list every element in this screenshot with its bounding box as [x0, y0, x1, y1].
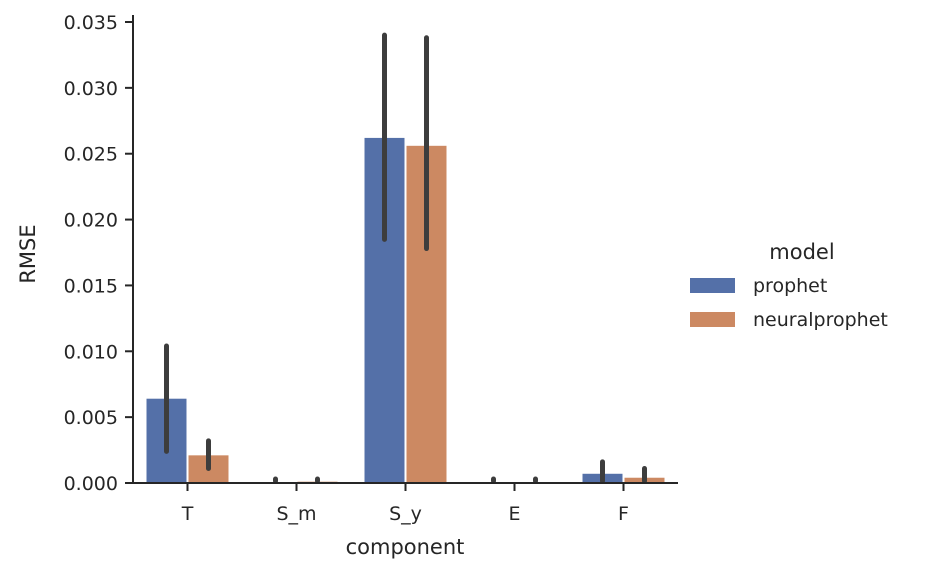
- legend-label-neuralprophet: neuralprophet: [753, 309, 888, 331]
- y-axis-title: RMSE: [16, 224, 40, 283]
- x-tick-label-S_y: S_y: [389, 503, 422, 525]
- axes-layer: [132, 15, 678, 484]
- legend-swatch-neuralprophet: [690, 312, 735, 327]
- x-tick-label-S_m: S_m: [276, 503, 316, 525]
- legend-label-prophet: prophet: [753, 275, 827, 297]
- x-tick-label-F: F: [618, 503, 629, 525]
- y-tick-label-0.005: 0.005: [64, 407, 118, 429]
- legend-swatch-prophet: [690, 278, 735, 293]
- x-ticks-layer: T S_m S_y E F: [181, 483, 629, 525]
- y-tick-label-0.010: 0.010: [64, 341, 118, 363]
- x-tick-label-T: T: [181, 503, 194, 525]
- legend: model prophet neuralprophet: [690, 240, 888, 331]
- y-tick-label-0.035: 0.035: [64, 12, 118, 34]
- x-tick-label-E: E: [508, 503, 520, 525]
- x-axis-title: component: [346, 535, 465, 559]
- y-tick-label-0.020: 0.020: [64, 210, 118, 232]
- y-tick-label-0.015: 0.015: [64, 275, 118, 297]
- bars-layer: [146, 137, 665, 483]
- y-ticks-layer: 0.000 0.005 0.010 0.015 0.020 0.025 0.030 0.035: [64, 12, 133, 495]
- y-tick-label-0.025: 0.025: [64, 144, 118, 166]
- y-tick-label-0.030: 0.030: [64, 78, 118, 100]
- legend-title: model: [769, 240, 834, 264]
- error-bars-layer: [164, 32, 647, 484]
- y-tick-label-0.000: 0.000: [64, 473, 118, 495]
